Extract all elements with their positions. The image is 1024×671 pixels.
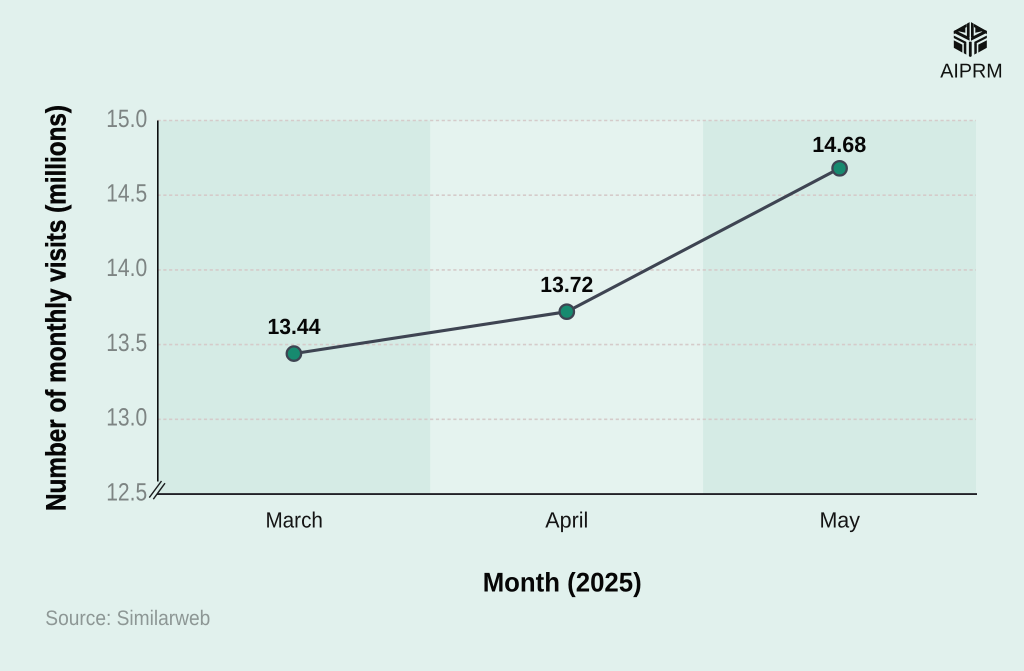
svg-text:13.0: 13.0 <box>106 404 147 432</box>
svg-text:Number of monthly visits (mill: Number of monthly visits (millions) <box>41 105 72 511</box>
svg-text:14.5: 14.5 <box>106 180 147 208</box>
svg-text:April: April <box>545 508 588 533</box>
svg-text:AIPRM: AIPRM <box>940 61 1003 83</box>
svg-text:13.5: 13.5 <box>106 329 147 357</box>
svg-text:12.5: 12.5 <box>106 478 147 506</box>
svg-text:Month (2025): Month (2025) <box>483 568 642 598</box>
svg-text:14.68: 14.68 <box>812 132 866 157</box>
svg-text:March: March <box>265 508 323 533</box>
svg-text:13.72: 13.72 <box>540 272 593 297</box>
svg-text:15.0: 15.0 <box>106 105 147 133</box>
svg-text:13.44: 13.44 <box>268 314 322 339</box>
svg-text:May: May <box>819 508 860 533</box>
svg-text:Source: Similarweb: Source: Similarweb <box>45 607 210 630</box>
svg-text:14.0: 14.0 <box>106 254 147 282</box>
